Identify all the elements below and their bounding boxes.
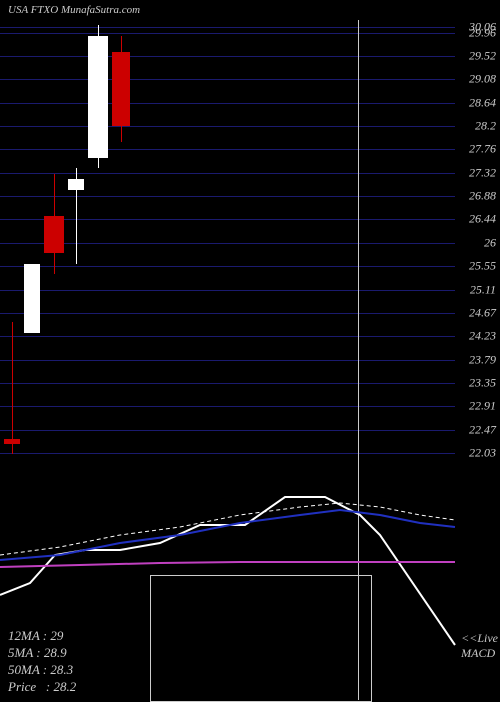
grid-line — [0, 27, 455, 28]
candle-body — [68, 179, 84, 190]
grid-line — [0, 336, 455, 337]
grid-line — [0, 103, 455, 104]
candle-body — [88, 36, 108, 158]
grid-line — [0, 406, 455, 407]
macd-label-line1: <<Live — [461, 631, 498, 645]
grid-line — [0, 219, 455, 220]
candle-body — [24, 264, 40, 333]
grid-label: 26.44 — [469, 212, 496, 227]
macd-label: <<Live MACD — [461, 631, 498, 660]
candle-body — [112, 52, 130, 126]
grid-line — [0, 126, 455, 127]
grid-line — [0, 453, 455, 454]
grid-line — [0, 149, 455, 150]
chart-container: USA FTXO MunafaSutra.com 30.0629.9629.52… — [0, 0, 500, 700]
grid-label: 25.55 — [469, 259, 496, 274]
grid-label: 28.64 — [469, 95, 496, 110]
grid-label: 22.91 — [469, 399, 496, 414]
grid-line — [0, 383, 455, 384]
chart-title: USA FTXO MunafaSutra.com — [8, 4, 140, 16]
grid-label: 24.23 — [469, 329, 496, 344]
grid-line — [0, 266, 455, 267]
stats-block: 12MA : 295MA : 28.950MA : 28.3Price : 28… — [8, 628, 76, 696]
price-panel: 30.0629.9629.5229.0828.6428.227.7627.322… — [0, 20, 500, 465]
grid-line — [0, 173, 455, 174]
grid-label: 26 — [484, 235, 496, 250]
grid-label: 29.96 — [469, 25, 496, 40]
candle-wick — [12, 322, 13, 454]
indicator-box — [150, 575, 372, 702]
grid-label: 28.2 — [475, 118, 496, 133]
ma-line-d — [0, 562, 455, 567]
stat-line: Price : 28.2 — [8, 679, 76, 696]
ma-line-b — [0, 510, 455, 560]
grid-line — [0, 430, 455, 431]
stat-line: 50MA : 28.3 — [8, 662, 76, 679]
grid-label: 25.11 — [470, 282, 496, 297]
grid-label: 23.79 — [469, 352, 496, 367]
stat-line: 12MA : 29 — [8, 628, 76, 645]
grid-label: 29.08 — [469, 72, 496, 87]
grid-line — [0, 243, 455, 244]
grid-line — [0, 33, 455, 34]
grid-label: 27.32 — [469, 165, 496, 180]
grid-line — [0, 79, 455, 80]
grid-label: 27.76 — [469, 142, 496, 157]
ma-line-c — [0, 503, 455, 555]
candle-body — [4, 439, 20, 444]
grid-label: 26.88 — [469, 188, 496, 203]
macd-label-line2: MACD — [461, 646, 498, 660]
grid-label: 22.03 — [469, 445, 496, 460]
grid-line — [0, 360, 455, 361]
grid-line — [0, 56, 455, 57]
grid-label: 24.67 — [469, 305, 496, 320]
grid-line — [0, 313, 455, 314]
grid-line — [0, 290, 455, 291]
grid-line — [0, 196, 455, 197]
grid-label: 23.35 — [469, 375, 496, 390]
grid-label: 29.52 — [469, 49, 496, 64]
candle-body — [44, 216, 64, 253]
stat-line: 5MA : 28.9 — [8, 645, 76, 662]
grid-label: 22.47 — [469, 422, 496, 437]
